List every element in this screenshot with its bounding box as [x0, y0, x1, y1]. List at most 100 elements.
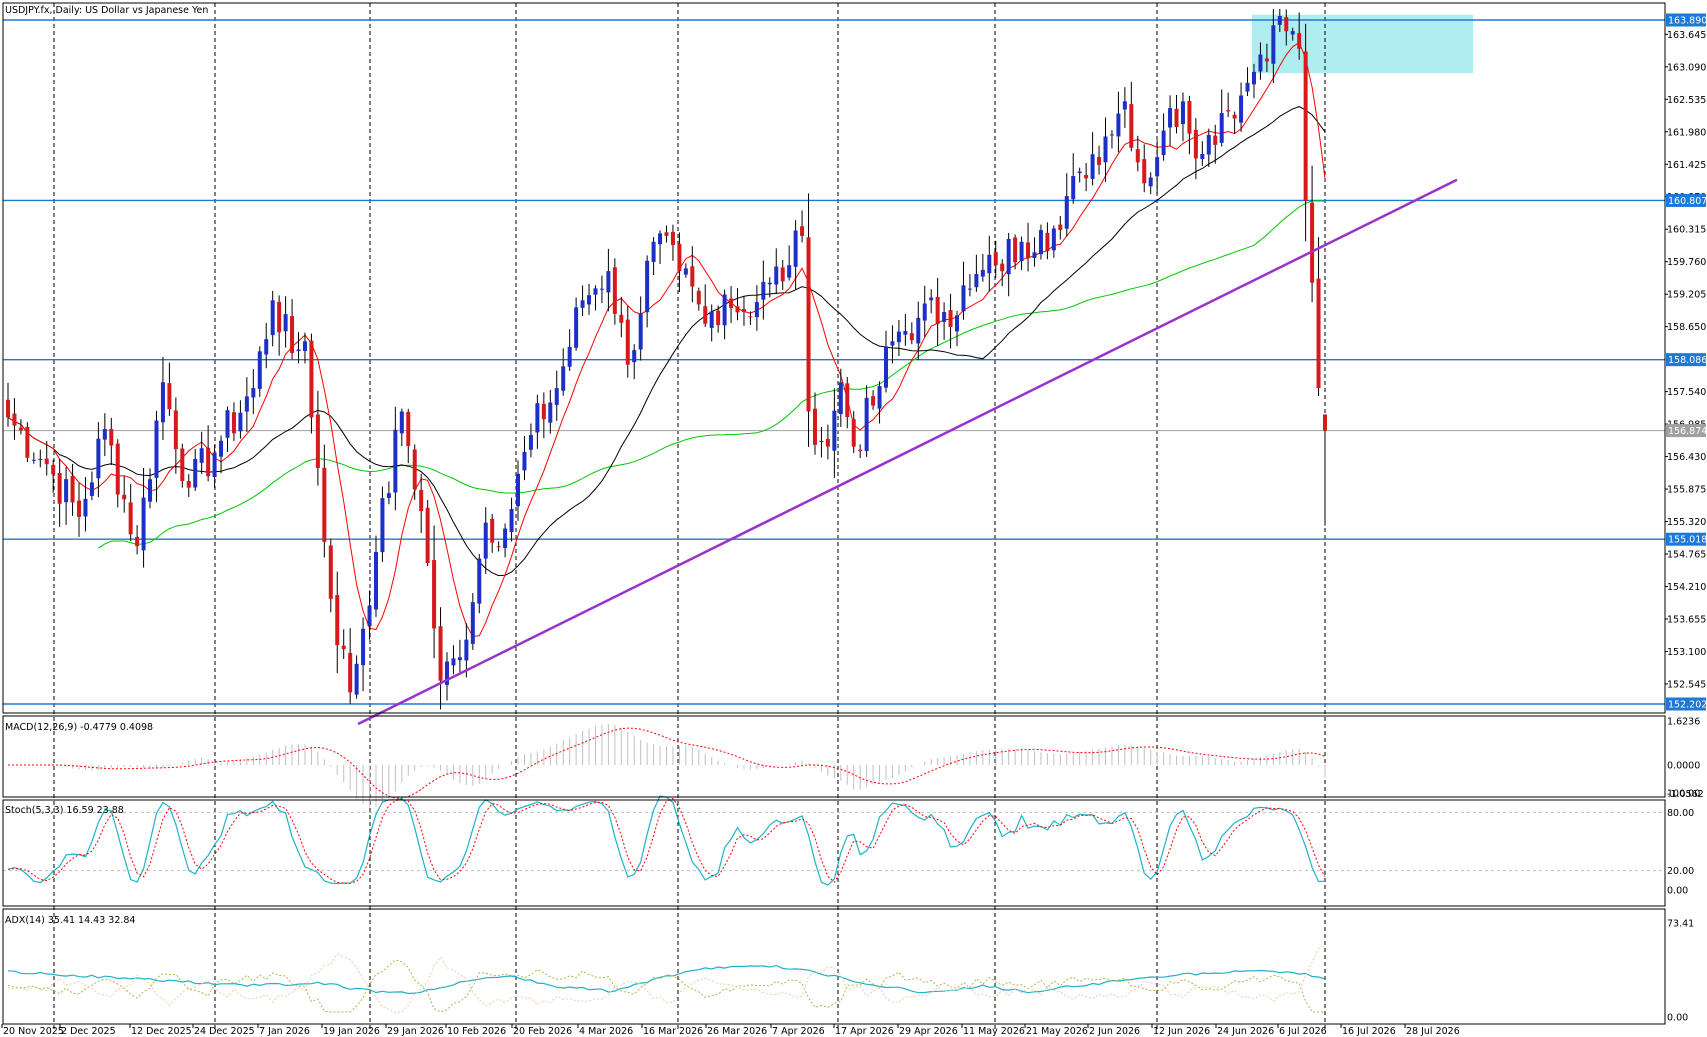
- candle-body-144: [935, 296, 940, 324]
- candle-body-139: [903, 330, 908, 335]
- candle-96: [625, 305, 630, 378]
- date-tick-label-22: 28 Jul 2026: [1406, 1026, 1460, 1037]
- candle-body-108: [703, 306, 708, 324]
- date-tick-label-20: 6 Jul 2026: [1279, 1026, 1327, 1037]
- candle-body-94: [612, 267, 617, 314]
- candle-body-111: [722, 294, 727, 326]
- price-tick-label-18: 153.100: [1667, 647, 1706, 658]
- candle-body-91: [593, 288, 598, 295]
- candle-176: [1142, 144, 1147, 193]
- candle-body-86: [561, 366, 566, 391]
- candle-113: [735, 288, 740, 321]
- candle-144: [935, 277, 940, 347]
- candle-body-16: [109, 429, 114, 446]
- candle-body-120: [780, 267, 785, 282]
- price-tick-label-16: 154.210: [1667, 582, 1706, 593]
- candle-29: [193, 448, 198, 492]
- candle-body-3: [25, 426, 30, 458]
- candle-6: [44, 441, 49, 476]
- candle-body-5: [38, 458, 43, 460]
- candle-111: [722, 289, 727, 340]
- date-tick-label-11: 26 Mar 2026: [707, 1026, 767, 1037]
- candle-74: [483, 507, 488, 574]
- date-tick-label-9: 4 Mar 2026: [579, 1026, 633, 1037]
- candle-body-80: [522, 451, 527, 471]
- candle-body-183: [1187, 101, 1192, 134]
- candle-151: [980, 253, 985, 282]
- candles-layer[interactable]: [5, 9, 1328, 710]
- date-tick-label-5: 19 Jan 2026: [323, 1026, 380, 1037]
- price-tag-bg-5: [1666, 697, 1706, 711]
- candle-body-60: [393, 429, 398, 493]
- candle-129: [838, 368, 843, 427]
- candle-body-159: [1032, 252, 1037, 259]
- candle-187: [1213, 124, 1218, 164]
- candle-body-181: [1174, 108, 1179, 128]
- candle-54: [354, 655, 359, 699]
- candle-body-14: [96, 438, 101, 479]
- candle-body-24: [160, 382, 165, 423]
- candle-202: [1310, 165, 1315, 303]
- candle-162: [1051, 225, 1056, 258]
- candle-57: [373, 535, 378, 617]
- axis-layer: 163.645 163.090 162.535 161.980 161.425 160.8…: [1, 13, 1707, 1037]
- candle-body-172: [1116, 113, 1121, 137]
- candle-body-9: [64, 479, 69, 503]
- candle-177: [1148, 172, 1153, 195]
- adx-plus-di-line: [7, 959, 1325, 1013]
- candle-body-19: [128, 502, 133, 535]
- candle-14: [96, 422, 101, 498]
- candle-95: [619, 296, 624, 338]
- price-tag-bg-0: [1666, 13, 1706, 27]
- candle-18: [122, 476, 127, 513]
- candle-body-175: [1135, 149, 1140, 163]
- candle-body-174: [1129, 104, 1134, 148]
- candle-body-47: [309, 340, 314, 418]
- candle-46: [302, 332, 307, 364]
- candle-37: [244, 377, 249, 432]
- ma-mid-line: [7, 106, 1326, 577]
- candle-190: [1232, 111, 1237, 134]
- candle-body-151: [980, 269, 985, 277]
- candle-116: [754, 285, 759, 331]
- candle-21: [141, 467, 146, 568]
- candle-8: [57, 458, 62, 527]
- candle-181: [1174, 95, 1179, 134]
- candle-194: [1258, 42, 1263, 80]
- candle-body-89: [580, 300, 585, 308]
- panel-frame-1: [2, 715, 1666, 798]
- candle-body-141: [916, 317, 921, 344]
- candle-47: [309, 333, 314, 434]
- candle-body-140: [909, 333, 914, 341]
- candle-120: [780, 260, 785, 290]
- candle-192: [1245, 67, 1250, 97]
- candle-22: [148, 468, 153, 509]
- candle-92: [599, 275, 604, 304]
- candle-40: [264, 322, 269, 369]
- candle-69: [451, 645, 456, 675]
- candle-body-104: [677, 243, 682, 272]
- candle-189: [1226, 92, 1231, 118]
- candle-body-25: [167, 383, 172, 410]
- candle-169: [1097, 145, 1102, 175]
- candle-71: [464, 623, 469, 678]
- candle-123: [800, 210, 805, 243]
- price-tick-label-12: 156.430: [1667, 452, 1706, 463]
- ma-fast-line: [7, 41, 1326, 637]
- candle-body-196: [1271, 25, 1276, 64]
- trendline-layer[interactable]: [357, 178, 1458, 726]
- candle-49: [322, 444, 327, 558]
- candle-body-137: [890, 341, 895, 346]
- price-tick-label-1: 163.090: [1667, 62, 1706, 73]
- macd-tick-label-2: -1.0562: [1667, 789, 1704, 800]
- stoch-tick-label-2: 20.00: [1667, 866, 1694, 877]
- moving-averages-layer: [7, 41, 1326, 637]
- candle-body-7: [51, 464, 56, 475]
- price-tick-label-9: 158.650: [1667, 322, 1706, 333]
- macd-label: MACD(12,26,9) -0.4779 0.4098: [5, 722, 153, 733]
- candle-141: [916, 301, 921, 361]
- date-tick-label-2: 12 Dec 2025: [131, 1026, 192, 1037]
- candle-86: [561, 348, 566, 396]
- adx-label: ADX(14) 35.41 14.43 32.84: [5, 915, 135, 926]
